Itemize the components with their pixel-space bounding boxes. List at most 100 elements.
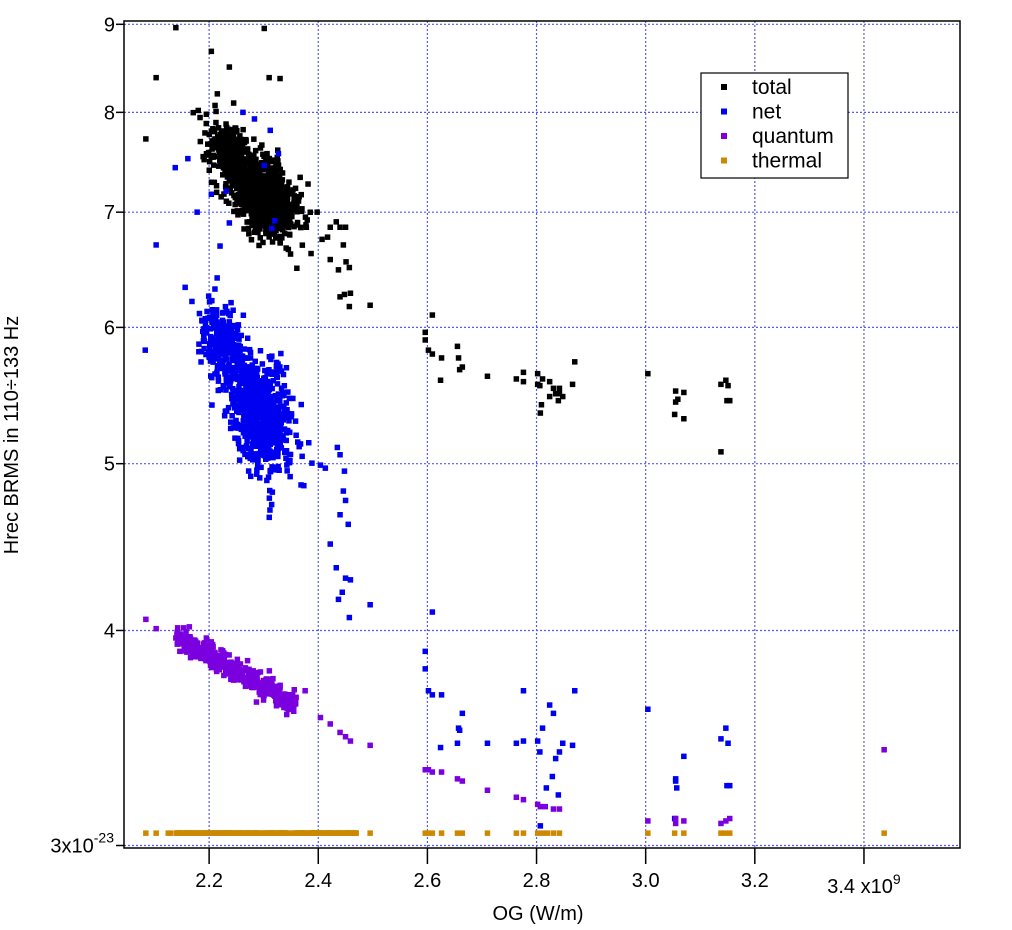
net-point [281,403,287,410]
total-point [238,143,244,150]
quantum-point [173,635,179,641]
legend-marker [721,133,727,139]
quantum-point [342,734,349,740]
net-point [341,468,348,474]
x-tick-label: 3.2 [741,870,769,892]
total-point [225,126,232,132]
thermal-point [168,830,174,836]
net-point [218,361,225,367]
total-point [266,155,273,162]
total-point [218,194,224,200]
total-point [256,242,262,249]
total-point [289,191,295,197]
quantum-point [186,624,193,630]
net-point [201,345,207,352]
quantum-point [218,658,224,664]
total-point [257,181,263,188]
net-point [429,692,436,698]
total-point [277,166,283,173]
net-point [260,425,266,431]
quantum-point [198,655,204,662]
net-point [269,385,275,392]
net-point [211,356,218,362]
net-point [240,392,246,399]
x-tick-label: 2.6 [413,870,441,892]
net-point [727,782,733,789]
data-points [142,24,887,836]
total-point [234,185,240,192]
net-point [244,372,250,378]
total-point [202,130,208,136]
total-point [240,211,247,217]
net-point [266,367,272,373]
thermal-point [367,830,373,836]
net-point [226,311,232,317]
total-point [267,158,273,165]
total-point [285,208,292,214]
net-point [226,319,233,325]
quantum-point [251,672,257,679]
total-point [262,223,269,229]
net-point [215,378,222,384]
net-point [253,406,259,412]
total-point [234,161,240,168]
net-point [277,364,283,370]
total-point [671,411,678,418]
net-point [270,378,277,384]
quantum-point [234,677,240,683]
thermal-point [244,830,251,836]
quantum-point [266,668,273,674]
net-point [254,462,261,469]
quantum-point [189,641,195,647]
total-point [283,212,289,218]
quantum-point [182,648,188,654]
quantum-point [211,663,218,669]
net-point [261,439,268,446]
total-point [257,178,264,184]
total-point [238,153,245,159]
total-point [272,164,279,171]
total-point [280,225,286,231]
net-point [235,358,241,364]
quantum-point [723,818,729,824]
total-point [239,196,246,202]
net-point [274,446,280,453]
total-point [217,152,224,159]
net-point [244,406,251,412]
net-point [222,344,229,350]
net-point [269,489,276,495]
net-point [220,339,227,346]
total-point [552,391,559,397]
net-point [215,374,221,380]
net-point [260,420,266,426]
quantum-point [225,659,231,666]
total-point [218,128,225,134]
legend-item-quantum: quantum [721,125,834,148]
net-point [199,318,205,324]
net-point [222,371,228,377]
net-point [272,439,278,446]
net-point [207,358,214,364]
thermal-point [513,830,520,836]
net-point [247,455,253,462]
net-point [285,389,291,395]
net-point [273,423,279,429]
total-point [208,154,214,160]
y-axis-title: Hrec BRMS in 110÷133 Hz [1,316,23,554]
total-point [287,232,293,238]
net-point [534,738,541,744]
total-point [267,213,273,219]
total-point [252,224,259,230]
net-point [223,380,230,386]
net-point [257,382,263,388]
net-point [288,413,295,420]
thermal-point [271,830,277,836]
quantum-point [230,677,237,683]
net-point [257,414,264,420]
thermal-point [337,830,343,836]
quantum-point [237,661,244,667]
net-point [231,345,237,351]
total-point [244,219,250,225]
total-point [236,171,242,178]
quantum-point [205,643,211,649]
